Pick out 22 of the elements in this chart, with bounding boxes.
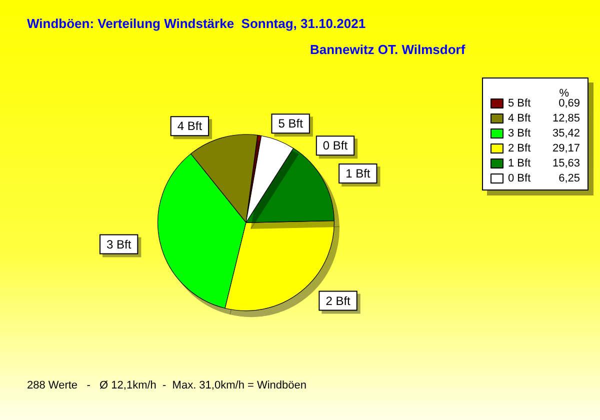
slice-label: 3 Bft — [106, 237, 132, 252]
text: 288 Werte - Ø 12,1km/h - Max. 31,0km/h = Windböen — [27, 380, 307, 392]
chart-subtitle: Bannewitz OT. Wilmsdorf — [310, 42, 466, 57]
legend-label: 4 Bft — [508, 112, 531, 124]
slice-label: 4 Bft — [177, 119, 203, 134]
data-label: 12,85 — [552, 112, 580, 124]
legend-label: 1 Bft — [508, 158, 531, 170]
data-label: 35,42 — [552, 128, 580, 140]
slice-label: 1 Bft — [346, 166, 371, 180]
data-label: 0,69 — [558, 98, 580, 110]
category-label: 0 Bft — [322, 138, 348, 153]
legend-label: 5 Bft — [508, 98, 531, 110]
legend-title: % — [559, 88, 570, 100]
data-label: 6,25 — [558, 172, 580, 184]
data-label: 15,63 — [552, 158, 580, 170]
legend-label: 0 Bft — [508, 172, 531, 184]
chart-title: Windböen: Verteilung Windstärke Sonntag, 31.10.2021 — [27, 16, 366, 31]
legend-label: 3 Bft — [508, 128, 531, 140]
legend-label: 2 Bft — [508, 142, 531, 154]
slice-label: 2 Bft — [326, 294, 352, 308]
data-label: 29,17 — [552, 142, 580, 154]
category-label: 5 Bft — [278, 116, 303, 131]
